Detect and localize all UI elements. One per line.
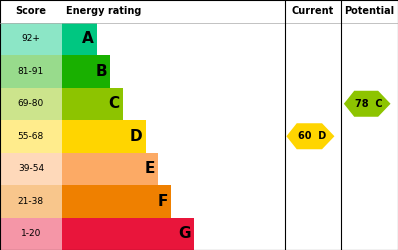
Text: D: D xyxy=(130,129,142,144)
Text: 21-38: 21-38 xyxy=(18,197,44,206)
Polygon shape xyxy=(344,91,390,117)
Bar xyxy=(62,185,171,218)
Text: 78  C: 78 C xyxy=(355,99,383,109)
Text: 69-80: 69-80 xyxy=(18,99,44,108)
Text: E: E xyxy=(145,161,155,176)
Text: 39-54: 39-54 xyxy=(18,164,44,173)
Bar xyxy=(0,22,62,55)
Text: 81-91: 81-91 xyxy=(18,67,44,76)
Text: Energy rating: Energy rating xyxy=(66,6,141,16)
Text: G: G xyxy=(178,226,191,241)
Text: 1-20: 1-20 xyxy=(21,229,41,238)
Bar xyxy=(62,55,110,88)
Bar xyxy=(62,152,158,185)
Bar xyxy=(0,218,62,250)
Text: B: B xyxy=(95,64,107,79)
Bar xyxy=(0,185,62,218)
Text: 60  D: 60 D xyxy=(298,131,326,141)
Bar xyxy=(0,55,62,88)
Text: F: F xyxy=(158,194,168,209)
Bar xyxy=(62,88,123,120)
Polygon shape xyxy=(287,123,334,149)
Text: A: A xyxy=(82,31,94,46)
Text: Potential: Potential xyxy=(345,6,394,16)
Bar xyxy=(62,218,194,250)
Text: Score: Score xyxy=(16,6,46,16)
Text: 55-68: 55-68 xyxy=(18,132,44,141)
Bar xyxy=(62,120,146,152)
Bar xyxy=(0,152,62,185)
Bar xyxy=(0,120,62,152)
Text: 92+: 92+ xyxy=(21,34,40,43)
Text: Current: Current xyxy=(292,6,334,16)
Text: C: C xyxy=(109,96,120,111)
Bar xyxy=(0,88,62,120)
Bar xyxy=(62,22,97,55)
